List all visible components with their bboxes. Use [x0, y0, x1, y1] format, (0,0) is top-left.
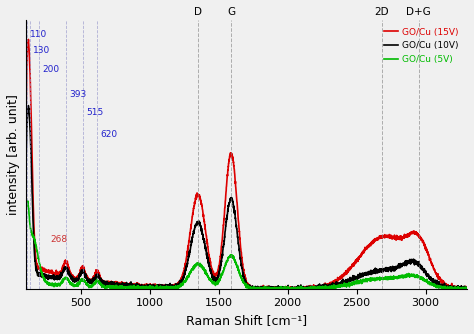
GO/Cu (5V) — [464, 286, 470, 290]
GO/Cu (10V) — [23, 187, 28, 191]
GO/Cu (15V) — [211, 273, 217, 277]
Line: GO/Cu (5V): GO/Cu (5V) — [26, 201, 467, 289]
GO/Cu (5V) — [73, 284, 79, 288]
GO/Cu (15V) — [23, 144, 28, 148]
GO/Cu (5V) — [100, 284, 105, 288]
GO/Cu (5V) — [192, 264, 198, 268]
GO/Cu (15V) — [26, 37, 31, 41]
GO/Cu (10V) — [73, 277, 79, 281]
Text: 620: 620 — [100, 130, 118, 139]
Text: 2D: 2D — [374, 7, 389, 17]
Text: D+G: D+G — [406, 7, 431, 17]
Legend: GO/Cu (15V), GO/Cu (10V), GO/Cu (5V): GO/Cu (15V), GO/Cu (10V), GO/Cu (5V) — [381, 24, 463, 67]
GO/Cu (15V) — [464, 287, 470, 291]
GO/Cu (15V) — [192, 199, 198, 203]
GO/Cu (5V) — [114, 287, 119, 291]
GO/Cu (5V) — [211, 280, 217, 284]
Text: G: G — [227, 7, 235, 17]
GO/Cu (15V) — [408, 230, 414, 234]
GO/Cu (10V) — [456, 286, 462, 290]
GO/Cu (10V) — [26, 104, 31, 108]
GO/Cu (10V) — [100, 283, 105, 287]
GO/Cu (15V) — [100, 278, 105, 282]
Text: 130: 130 — [33, 46, 50, 55]
GO/Cu (10V) — [192, 225, 198, 229]
GO/Cu (10V) — [464, 287, 470, 291]
GO/Cu (15V) — [456, 286, 462, 290]
Text: 200: 200 — [42, 65, 60, 74]
GO/Cu (15V) — [73, 277, 79, 281]
GO/Cu (5V) — [408, 272, 414, 276]
GO/Cu (10V) — [408, 260, 414, 264]
Text: 515: 515 — [86, 108, 103, 117]
Text: 268: 268 — [51, 235, 68, 244]
GO/Cu (10V) — [153, 287, 159, 291]
GO/Cu (5V) — [456, 287, 462, 291]
GO/Cu (5V) — [25, 199, 30, 203]
Y-axis label: intensity [arb. unit]: intensity [arb. unit] — [7, 94, 20, 214]
GO/Cu (5V) — [23, 218, 28, 222]
Text: 110: 110 — [30, 30, 47, 39]
GO/Cu (10V) — [211, 276, 217, 280]
Line: GO/Cu (10V): GO/Cu (10V) — [26, 106, 467, 289]
GO/Cu (15V) — [166, 287, 172, 291]
Text: D: D — [194, 7, 202, 17]
Text: 393: 393 — [69, 90, 86, 99]
X-axis label: Raman Shift [cm⁻¹]: Raman Shift [cm⁻¹] — [186, 314, 307, 327]
Line: GO/Cu (15V): GO/Cu (15V) — [26, 39, 467, 289]
